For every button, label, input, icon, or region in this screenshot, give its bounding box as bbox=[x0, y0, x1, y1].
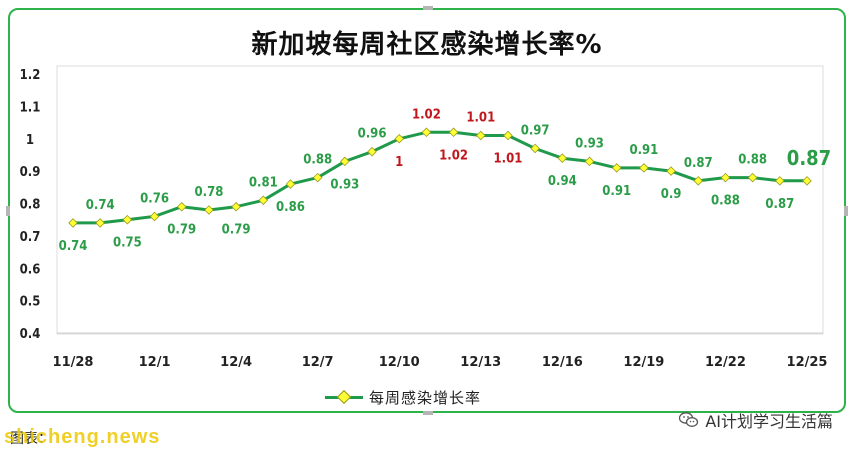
y-tick-label: 0.4 bbox=[20, 327, 41, 342]
y-tick-label: 1.1 bbox=[20, 100, 41, 115]
resize-handle-bottom[interactable] bbox=[423, 411, 433, 415]
data-label: 0.76 bbox=[140, 191, 169, 206]
watermark-text: shicheng.news bbox=[4, 426, 161, 448]
legend-label: 每周感染增长率 bbox=[369, 388, 482, 407]
data-point bbox=[666, 166, 676, 176]
source-label: 图表： bbox=[10, 431, 52, 447]
data-label: 1.01 bbox=[494, 152, 523, 167]
data-point bbox=[611, 163, 622, 173]
data-point bbox=[231, 201, 241, 212]
data-point bbox=[775, 176, 785, 186]
data-point bbox=[149, 211, 160, 222]
y-tick-label: 0.5 bbox=[20, 295, 41, 310]
data-label: 0.79 bbox=[222, 223, 251, 238]
data-point bbox=[747, 172, 758, 183]
y-tick-label: 0.8 bbox=[20, 198, 41, 213]
data-point bbox=[802, 176, 812, 186]
wechat-account-name: AI计划学习生活篇 bbox=[705, 412, 833, 431]
data-point bbox=[421, 127, 432, 138]
data-label: 0.74 bbox=[86, 198, 115, 213]
data-label: 1.02 bbox=[412, 107, 441, 122]
chart-frame: 新加坡每周社区感染增长率% bbox=[8, 8, 846, 413]
wechat-icon bbox=[679, 412, 699, 428]
data-point bbox=[95, 218, 105, 228]
legend-line-marker bbox=[325, 389, 363, 404]
data-point bbox=[693, 176, 704, 186]
data-label: 0.88 bbox=[738, 153, 767, 168]
x-tick-label: 12/13 bbox=[460, 355, 501, 370]
data-label: 0.93 bbox=[575, 136, 604, 151]
wechat-account[interactable]: AI计划学习生活篇 bbox=[679, 408, 833, 432]
data-point bbox=[394, 133, 404, 144]
data-label: 0.88 bbox=[303, 153, 332, 168]
data-label: 0.93 bbox=[330, 177, 359, 192]
x-tick-label: 12/25 bbox=[787, 355, 828, 370]
data-label: 0.86 bbox=[276, 200, 305, 215]
y-tick-label: 1.2 bbox=[20, 68, 41, 83]
y-tick-label: 0.7 bbox=[20, 230, 41, 245]
x-tick-label: 12/1 bbox=[139, 355, 171, 370]
data-label: 1 bbox=[395, 155, 403, 170]
x-tick-label: 12/22 bbox=[705, 355, 746, 370]
data-label: 0.74 bbox=[59, 239, 88, 254]
data-label: 0.9 bbox=[661, 187, 682, 202]
data-point bbox=[258, 195, 269, 206]
series-line bbox=[73, 130, 807, 225]
data-label: 0.79 bbox=[167, 223, 196, 238]
data-label: 0.81 bbox=[249, 175, 278, 190]
data-label: 0.97 bbox=[521, 123, 550, 138]
x-tick-label: 12/16 bbox=[542, 355, 583, 370]
y-tick-label: 1 bbox=[26, 133, 34, 148]
data-point bbox=[312, 172, 323, 183]
data-label: 0.96 bbox=[358, 127, 387, 142]
data-label: 0.87 bbox=[787, 146, 831, 170]
data-point bbox=[476, 130, 486, 141]
x-tick-label: 12/4 bbox=[220, 355, 252, 370]
data-label: 0.75 bbox=[113, 236, 142, 251]
data-point bbox=[340, 156, 350, 167]
data-label: 0.78 bbox=[194, 185, 223, 200]
data-label: 0.91 bbox=[602, 184, 631, 199]
y-tick-label: 0.6 bbox=[20, 262, 41, 277]
data-label: 0.87 bbox=[684, 156, 713, 171]
data-point bbox=[285, 179, 296, 189]
x-tick-label: 11/28 bbox=[53, 355, 94, 370]
data-label: 1.01 bbox=[466, 111, 495, 126]
resize-handle-top[interactable] bbox=[423, 6, 433, 10]
data-point bbox=[68, 218, 78, 228]
data-label: 1.02 bbox=[439, 148, 468, 163]
data-label: 0.88 bbox=[711, 194, 740, 209]
data-label: 0.94 bbox=[548, 174, 577, 189]
data-point bbox=[204, 205, 214, 215]
plot-area bbox=[56, 65, 824, 335]
data-point bbox=[530, 143, 540, 154]
data-point bbox=[448, 127, 459, 138]
data-point bbox=[639, 163, 649, 173]
data-point bbox=[367, 146, 377, 157]
data-point bbox=[584, 156, 595, 167]
x-tick-label: 12/7 bbox=[302, 355, 334, 370]
chart-legend: 每周感染增长率 bbox=[325, 386, 481, 408]
legend-diamond-icon bbox=[336, 389, 352, 404]
data-label: 0.87 bbox=[765, 197, 794, 212]
data-point bbox=[176, 201, 187, 212]
data-point bbox=[503, 130, 513, 141]
x-tick-label: 12/19 bbox=[623, 355, 664, 370]
data-point bbox=[557, 153, 568, 163]
y-tick-label: 0.9 bbox=[20, 165, 41, 180]
chart-title: 新加坡每周社区感染增长率% bbox=[251, 30, 603, 60]
data-label: 0.91 bbox=[629, 143, 658, 158]
resize-handle-right[interactable] bbox=[844, 206, 848, 216]
resize-handle-left[interactable] bbox=[6, 206, 10, 216]
data-point bbox=[720, 172, 731, 183]
x-tick-label: 12/10 bbox=[379, 355, 420, 370]
data-point bbox=[122, 214, 133, 225]
